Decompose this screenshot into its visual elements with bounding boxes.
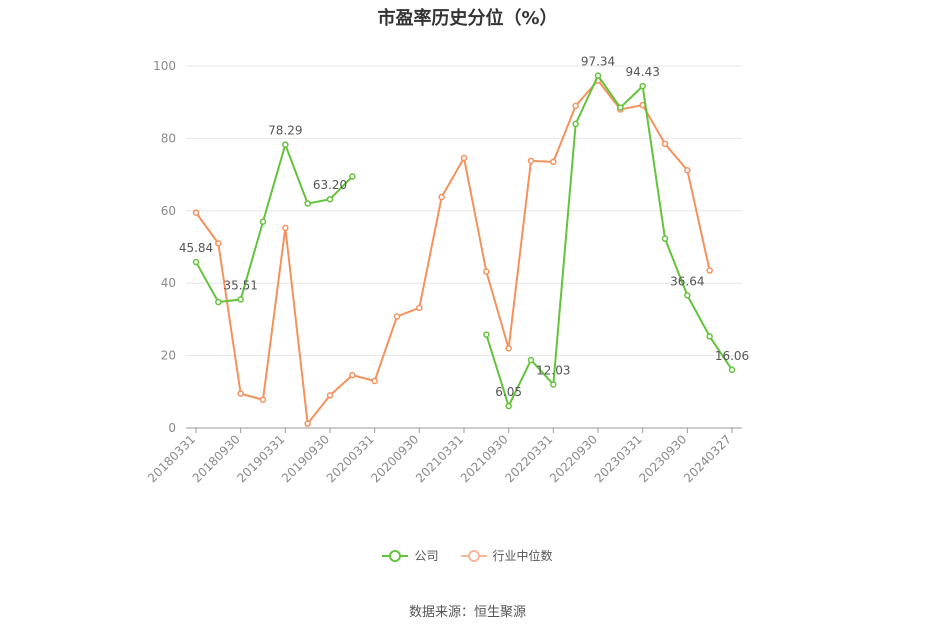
series-layer: [192, 72, 736, 427]
industry-point: [706, 267, 713, 274]
company-point: [259, 218, 267, 225]
x-tick-label: 20210930: [458, 432, 511, 485]
legend: 公司 行业中位数: [0, 547, 935, 564]
industry-point: [661, 140, 669, 148]
company-point: [706, 333, 713, 340]
industry-point: [684, 167, 691, 174]
company-line-segment: [485, 74, 733, 408]
x-tick-label: 20180930: [190, 432, 243, 485]
company-point: [349, 173, 356, 180]
data-label: 6.05: [495, 385, 522, 399]
industry-point: [550, 158, 557, 166]
company-point: [527, 356, 535, 364]
industry-point: [304, 420, 311, 427]
y-tick-label: 0: [168, 421, 176, 435]
company-point: [594, 72, 602, 79]
company-line-segment: [195, 143, 354, 304]
company-point: [483, 331, 490, 338]
industry-point: [237, 390, 244, 397]
x-tick-label: 20180331: [145, 432, 198, 485]
company-point: [215, 298, 222, 306]
company-point: [572, 120, 579, 128]
data-label: 63.20: [313, 178, 347, 192]
industry-point: [483, 268, 490, 275]
legend-item-company[interactable]: 公司: [382, 547, 439, 564]
y-tick-label: 80: [161, 131, 176, 145]
x-tick-label: 20230930: [636, 432, 689, 485]
x-tick-label: 20220930: [547, 432, 600, 485]
legend-industry-label: 行业中位数: [492, 549, 553, 563]
data-label: 45.84: [179, 241, 213, 255]
data-label: 35.51: [223, 278, 257, 292]
company-point: [661, 235, 669, 242]
industry-point: [393, 313, 401, 320]
data-label-layer: 45.84 35.51 78.29 63.20 6.05 12.03 97.34 94.43 3…: [179, 55, 749, 399]
company-point: [550, 381, 557, 388]
x-tick-label: 20240327: [681, 432, 734, 485]
industry-point: [438, 193, 445, 201]
company-point: [282, 141, 289, 148]
data-label: 36.64: [670, 274, 704, 288]
industry-point: [192, 209, 200, 216]
company-point: [684, 292, 691, 299]
legend-company-label: 公司: [414, 549, 439, 563]
x-tick-label: 20210331: [413, 432, 466, 485]
grid-layer: [186, 65, 742, 357]
industry-point: [505, 345, 512, 352]
industry-point: [282, 224, 289, 232]
industry-point: [572, 102, 579, 110]
company-point: [304, 200, 311, 207]
x-tick-label: 20190930: [279, 432, 332, 485]
x-tick-label: 20220331: [502, 432, 555, 485]
company-point: [237, 296, 244, 303]
company-point: [192, 258, 200, 266]
company-point: [639, 82, 646, 90]
industry-point: [416, 304, 423, 312]
x-tick-label: 20200930: [368, 432, 421, 485]
company-point: [617, 104, 624, 111]
company-point: [728, 366, 736, 374]
x-tick-label: 20190331: [234, 432, 287, 485]
x-tick-label: 20200331: [324, 432, 377, 485]
chart-title: 市盈率历史分位（%）: [377, 8, 558, 29]
company-point: [326, 195, 334, 203]
industry-point: [460, 154, 468, 162]
industry-line-segment: [195, 79, 711, 425]
legend-item-industry[interactable]: 行业中位数: [460, 547, 553, 564]
industry-point: [215, 240, 222, 247]
y-tick-label: 60: [161, 204, 176, 218]
industry-point: [349, 371, 356, 379]
x-tick-label: 20230331: [592, 432, 645, 485]
y-tick-label: 100: [153, 59, 176, 73]
industry-point: [527, 157, 535, 165]
data-label: 16.06: [715, 349, 749, 363]
industry-point: [326, 392, 334, 399]
data-label: 97.34: [581, 55, 615, 69]
company-point: [505, 402, 512, 410]
y-tick-label: 20: [161, 349, 176, 363]
data-label: 12.03: [536, 363, 570, 377]
data-label: 94.43: [625, 65, 659, 79]
y-tick-label: 40: [161, 276, 176, 290]
industry-point: [259, 396, 267, 404]
data-label: 78.29: [268, 124, 302, 138]
legend-industry-marker-icon: [460, 549, 487, 563]
data-source: 数据来源：恒生聚源: [408, 605, 526, 620]
industry-point: [371, 377, 378, 385]
legend-company-marker-icon: [382, 549, 409, 563]
